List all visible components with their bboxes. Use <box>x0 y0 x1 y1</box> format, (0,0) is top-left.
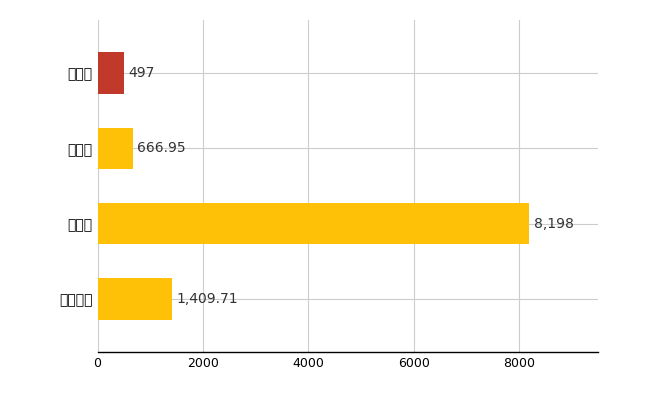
Text: 666.95: 666.95 <box>137 141 185 155</box>
Text: 1,409.71: 1,409.71 <box>176 292 238 306</box>
Bar <box>98 128 133 169</box>
Bar <box>98 278 172 320</box>
Bar <box>98 52 124 94</box>
Bar <box>98 203 529 244</box>
Text: 497: 497 <box>128 66 154 80</box>
Text: 8,198: 8,198 <box>534 217 573 231</box>
